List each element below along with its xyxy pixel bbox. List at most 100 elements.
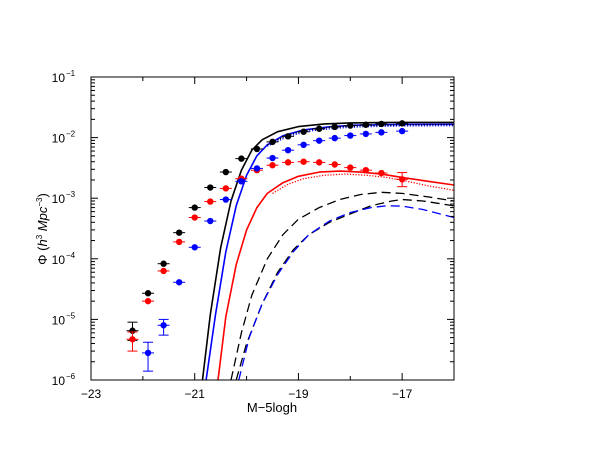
y-axis-label: Φ (h3 Mpc−3) bbox=[35, 193, 50, 265]
point-marker bbox=[347, 122, 354, 129]
y-tick-label: 10 bbox=[52, 71, 66, 85]
model-curve-dotted bbox=[272, 173, 454, 194]
y-tick-label: 10 bbox=[52, 192, 66, 206]
data-point bbox=[297, 141, 310, 149]
model-curve-dashed bbox=[235, 198, 454, 380]
point-marker bbox=[398, 127, 406, 135]
data-point bbox=[313, 159, 326, 166]
y-tick-exponent: −3 bbox=[66, 190, 76, 199]
data-point bbox=[219, 168, 232, 176]
plot-frame bbox=[90, 76, 455, 381]
point-marker bbox=[378, 169, 385, 177]
data-point bbox=[328, 123, 341, 131]
data-point bbox=[126, 331, 139, 352]
data-point bbox=[250, 165, 263, 172]
data-point bbox=[282, 133, 295, 140]
point-marker bbox=[175, 229, 183, 236]
point-marker bbox=[144, 349, 152, 357]
data-point bbox=[328, 134, 341, 142]
point-marker bbox=[144, 297, 152, 305]
point-marker bbox=[331, 134, 338, 142]
data-point bbox=[266, 138, 279, 146]
point-marker bbox=[238, 155, 245, 162]
x-tick-label: −19 bbox=[288, 387, 309, 401]
data-point bbox=[157, 260, 170, 267]
data-point bbox=[142, 297, 155, 305]
x-tick-label: −23 bbox=[81, 387, 102, 401]
data-point bbox=[375, 120, 388, 128]
data-point bbox=[204, 184, 217, 191]
data-point bbox=[282, 146, 295, 154]
point-marker bbox=[398, 120, 406, 127]
data-point bbox=[204, 217, 217, 225]
y-tick-exponent: −2 bbox=[66, 130, 76, 139]
data-point bbox=[396, 127, 409, 135]
data-point bbox=[219, 185, 232, 192]
x-axis-label: M−5logh bbox=[247, 400, 297, 415]
point-marker bbox=[269, 138, 276, 146]
point-marker bbox=[191, 204, 198, 211]
data-point bbox=[344, 164, 357, 171]
data-point bbox=[359, 166, 372, 174]
y-tick-label: 10 bbox=[52, 253, 66, 267]
point-marker bbox=[207, 184, 214, 191]
data-point bbox=[188, 214, 201, 221]
data-point bbox=[219, 196, 232, 203]
data-point bbox=[266, 154, 279, 162]
point-marker bbox=[207, 198, 214, 205]
svg-text:Φ (h3 Mpc−3): Φ (h3 Mpc−3) bbox=[35, 193, 50, 265]
data-point bbox=[142, 341, 155, 372]
data-point bbox=[344, 122, 357, 129]
point-marker bbox=[331, 123, 338, 131]
point-marker bbox=[222, 185, 230, 192]
data-point bbox=[344, 132, 357, 139]
point-marker bbox=[315, 159, 323, 166]
data-point bbox=[375, 129, 388, 136]
point-marker bbox=[284, 146, 292, 154]
point-marker bbox=[253, 145, 261, 153]
point-marker bbox=[222, 196, 230, 203]
data-point bbox=[250, 145, 263, 153]
point-marker bbox=[191, 214, 198, 221]
point-marker bbox=[207, 217, 214, 225]
point-marker bbox=[175, 279, 183, 286]
point-marker bbox=[284, 133, 292, 140]
point-marker bbox=[362, 121, 370, 128]
model-curve-solid bbox=[217, 170, 454, 380]
point-marker bbox=[300, 141, 307, 149]
point-marker bbox=[160, 322, 167, 329]
point-marker bbox=[160, 267, 167, 275]
data-point bbox=[157, 267, 170, 275]
point-marker bbox=[315, 137, 323, 144]
data-point bbox=[359, 130, 372, 138]
data-point bbox=[396, 120, 409, 127]
data-point bbox=[359, 121, 372, 128]
data-point bbox=[266, 162, 279, 169]
point-marker bbox=[222, 168, 230, 176]
x-tick-label: −17 bbox=[392, 387, 413, 401]
data-points bbox=[126, 120, 409, 372]
point-marker bbox=[315, 125, 323, 132]
data-point bbox=[204, 198, 217, 205]
y-tick-label: 10 bbox=[52, 313, 66, 327]
point-marker bbox=[398, 176, 406, 183]
data-point bbox=[235, 155, 248, 162]
data-point bbox=[173, 279, 186, 286]
point-marker bbox=[347, 164, 354, 171]
point-marker bbox=[144, 290, 152, 297]
data-point bbox=[328, 161, 341, 168]
point-marker bbox=[378, 120, 385, 128]
data-point bbox=[188, 204, 201, 211]
data-point bbox=[396, 172, 409, 188]
data-point bbox=[142, 290, 155, 297]
data-point bbox=[297, 128, 310, 135]
point-marker bbox=[362, 130, 370, 138]
data-point bbox=[297, 158, 310, 165]
data-point bbox=[375, 169, 388, 177]
point-marker bbox=[269, 154, 276, 162]
point-marker bbox=[269, 162, 276, 169]
data-point bbox=[157, 318, 170, 336]
point-marker bbox=[347, 132, 354, 139]
